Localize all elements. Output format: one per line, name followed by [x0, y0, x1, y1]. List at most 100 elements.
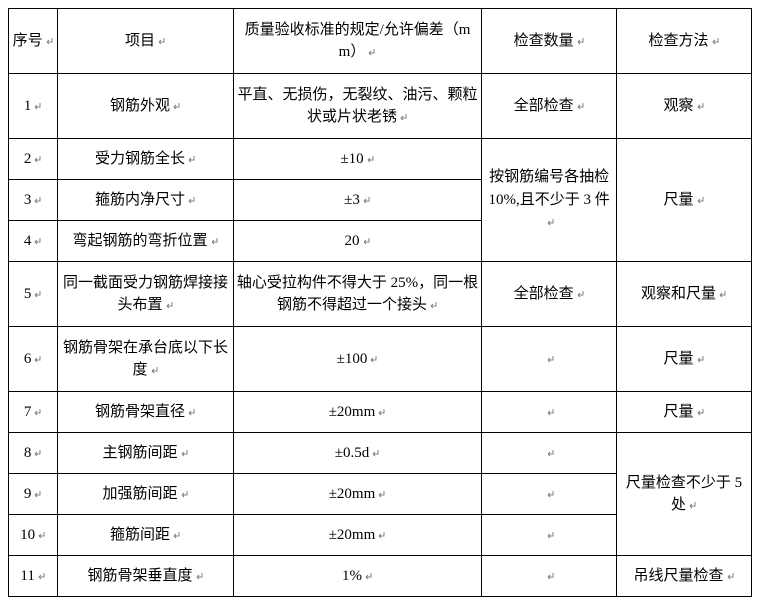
- cell-text: 钢筋外观: [110, 98, 170, 114]
- cell-text: 尺量: [664, 351, 694, 367]
- cell-text: 观察: [664, 98, 694, 114]
- cell-mark-icon: [366, 48, 376, 58]
- cell-mark-icon: [545, 572, 555, 582]
- cell-text: 3: [24, 192, 32, 208]
- cell-text: 尺量: [664, 404, 694, 420]
- cell-mark-icon: [710, 37, 720, 47]
- cell-text: 加强筋间距: [103, 486, 178, 502]
- cell-seq: 6: [9, 327, 58, 392]
- cell-mark-icon: [545, 355, 555, 365]
- cell-qty: 全部检查: [482, 262, 617, 327]
- cell-mark-icon: [36, 531, 46, 541]
- cell-mark-icon: [179, 490, 189, 500]
- cell-text: ±100: [337, 351, 368, 367]
- cell-mark-icon: [398, 113, 408, 123]
- cell-mark-icon: [695, 196, 705, 206]
- cell-mark-icon: [156, 37, 166, 47]
- cell-seq: 7: [9, 392, 58, 433]
- cell-text: 9: [24, 486, 32, 502]
- cell-mark-icon: [545, 408, 555, 418]
- cell-std: ±20mm: [233, 515, 481, 556]
- cell-mark-icon: [32, 355, 42, 365]
- cell-mark-icon: [186, 155, 196, 165]
- cell-mark-icon: [695, 355, 705, 365]
- cell-method: 吊线尺量检查: [617, 556, 752, 597]
- cell-text: 主钢筋间距: [103, 445, 178, 461]
- cell-std: 20: [233, 221, 481, 262]
- cell-mark-icon: [32, 408, 42, 418]
- cell-mark-icon: [32, 449, 42, 459]
- cell-mark-icon: [32, 155, 42, 165]
- header-qty-text: 检查数量: [514, 33, 574, 49]
- cell-seq: 1: [9, 74, 58, 139]
- cell-qty: [482, 515, 617, 556]
- cell-mark-icon: [171, 102, 181, 112]
- cell-mark-icon: [545, 531, 555, 541]
- cell-mark-icon: [575, 102, 585, 112]
- cell-item: 弯起钢筋的弯折位置: [58, 221, 234, 262]
- cell-text: 全部检查: [514, 286, 574, 302]
- table-row: 11 钢筋骨架垂直度 1% 吊线尺量检查: [9, 556, 752, 597]
- cell-qty: 全部检查: [482, 74, 617, 139]
- cell-method: 观察和尺量: [617, 262, 752, 327]
- cell-text: 钢筋骨架直径: [95, 404, 185, 420]
- cell-text: 吊线尺量检查: [634, 568, 724, 584]
- table-row: 2 受力钢筋全长 ±10 按钢筋编号各抽检 10%,且不少于 3 件 尺量: [9, 139, 752, 180]
- cell-mark-icon: [32, 290, 42, 300]
- cell-mark-icon: [695, 408, 705, 418]
- cell-mark-icon: [376, 490, 386, 500]
- cell-text: 钢筋骨架在承台底以下长度: [63, 340, 228, 379]
- cell-text: ±20mm: [329, 404, 376, 420]
- cell-text: 箍筋内净尺寸: [95, 192, 185, 208]
- cell-item: 钢筋骨架在承台底以下长度: [58, 327, 234, 392]
- cell-seq: 11: [9, 556, 58, 597]
- table-row: 6 钢筋骨架在承台底以下长度 ±100 尺量: [9, 327, 752, 392]
- cell-text: 1: [24, 98, 32, 114]
- cell-method: 尺量: [617, 392, 752, 433]
- cell-mark-icon: [575, 37, 585, 47]
- cell-seq: 3: [9, 180, 58, 221]
- cell-std: 平直、无损伤，无裂纹、油污、颗粒状或片状老锈: [233, 74, 481, 139]
- cell-mark-icon: [545, 490, 555, 500]
- cell-method: 尺量: [617, 327, 752, 392]
- table-row: 8 主钢筋间距 ±0.5d 尺量检查不少于 5 处: [9, 433, 752, 474]
- cell-std: ±20mm: [233, 474, 481, 515]
- cell-item: 箍筋间距: [58, 515, 234, 556]
- cell-text: 受力钢筋全长: [95, 151, 185, 167]
- cell-mark-icon: [194, 572, 204, 582]
- cell-text: 钢筋骨架垂直度: [88, 568, 193, 584]
- header-standard: 质量验收标准的规定/允许偏差（mm）: [233, 9, 481, 74]
- cell-mark-icon: [365, 155, 375, 165]
- cell-text: 20: [345, 233, 360, 249]
- cell-std: ±20mm: [233, 392, 481, 433]
- cell-seq: 8: [9, 433, 58, 474]
- table-row: 7 钢筋骨架直径 ±20mm 尺量: [9, 392, 752, 433]
- cell-text: 6: [24, 351, 32, 367]
- cell-mark-icon: [32, 490, 42, 500]
- header-qty: 检查数量: [482, 9, 617, 74]
- cell-qty: [482, 433, 617, 474]
- cell-mark-icon: [171, 531, 181, 541]
- cell-mark-icon: [376, 531, 386, 541]
- cell-mark-icon: [32, 237, 42, 247]
- cell-std: 轴心受拉构件不得大于 25%，同一根钢筋不得超过一个接头: [233, 262, 481, 327]
- header-standard-text: 质量验收标准的规定/允许偏差（mm）: [245, 22, 471, 61]
- header-method: 检查方法: [617, 9, 752, 74]
- cell-text: 观察和尺量: [641, 286, 716, 302]
- cell-item: 钢筋骨架垂直度: [58, 556, 234, 597]
- cell-mark-icon: [725, 572, 735, 582]
- cell-item: 钢筋骨架直径: [58, 392, 234, 433]
- cell-std: ±10: [233, 139, 481, 180]
- cell-seq: 9: [9, 474, 58, 515]
- cell-text: 8: [24, 445, 32, 461]
- cell-mark-icon: [44, 37, 54, 47]
- cell-text: 箍筋间距: [110, 527, 170, 543]
- cell-qty: [482, 327, 617, 392]
- cell-mark-icon: [186, 196, 196, 206]
- cell-qty-merged: 按钢筋编号各抽检 10%,且不少于 3 件: [482, 139, 617, 262]
- cell-text: 尺量检查不少于 5 处: [626, 475, 742, 514]
- cell-text: 11: [20, 568, 34, 584]
- cell-std: ±3: [233, 180, 481, 221]
- cell-method-merged: 尺量检查不少于 5 处: [617, 433, 752, 556]
- cell-seq: 5: [9, 262, 58, 327]
